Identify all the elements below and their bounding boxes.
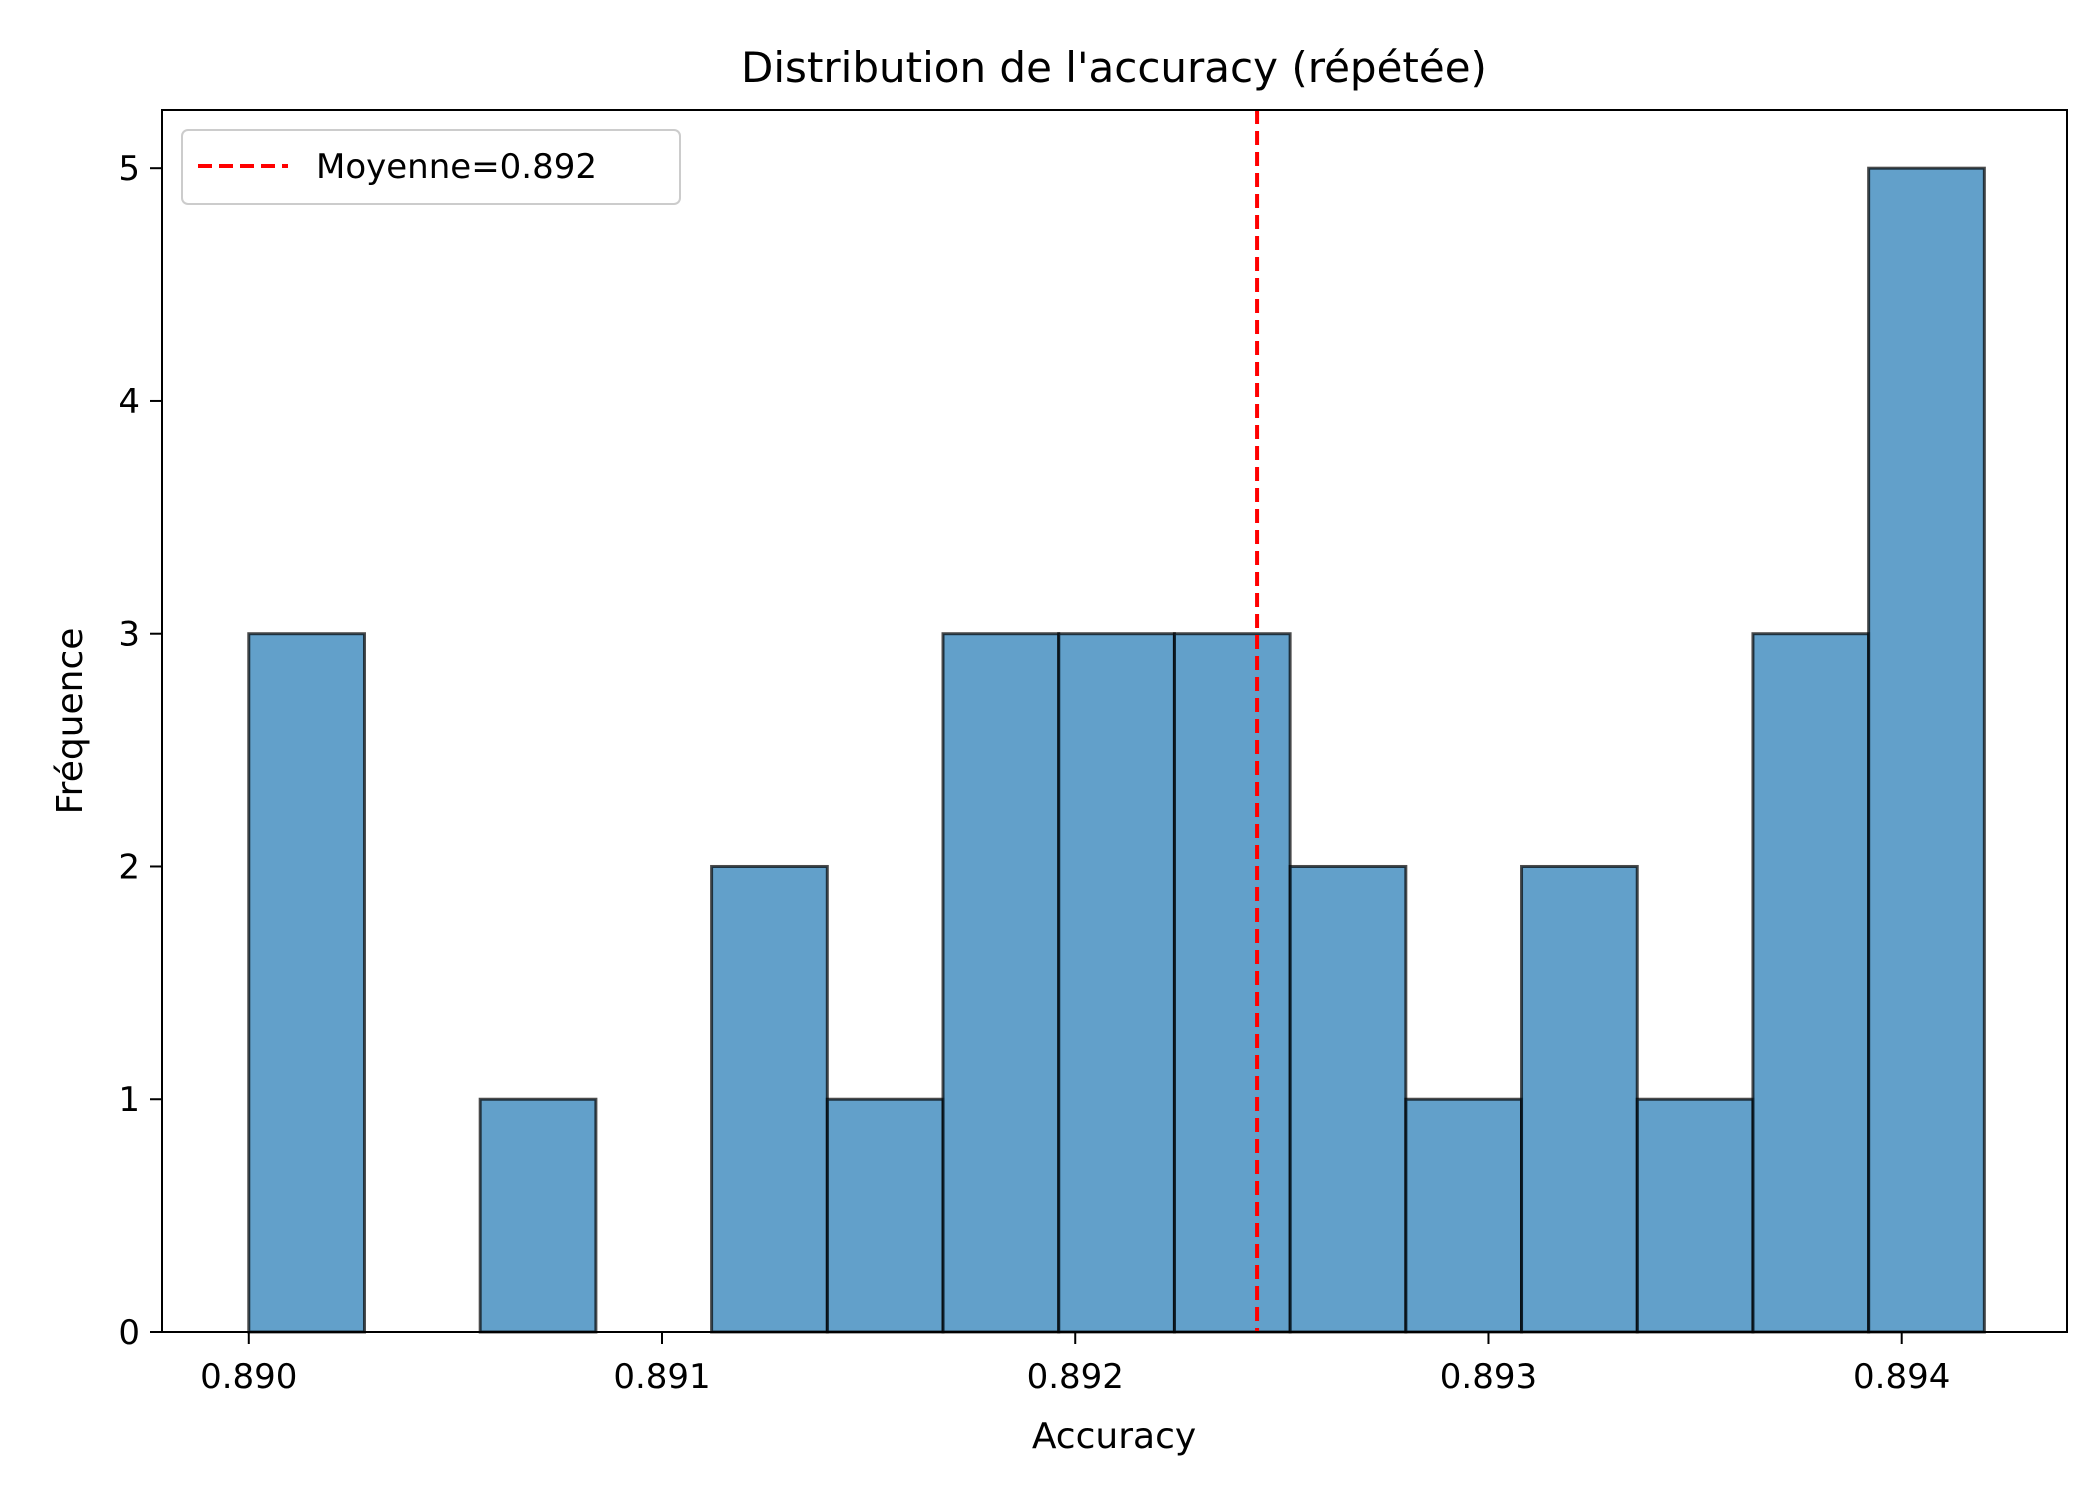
histogram-bar [1867,166,1986,1334]
legend: Moyenne=0.892 [181,129,681,205]
x-tick-label: 0.891 [613,1357,710,1397]
y-tick-label: 3 [118,615,140,655]
plot-frame [161,109,2068,1333]
histogram-bar [710,864,829,1334]
y-tick-label: 5 [118,149,140,189]
x-tick-label: 0.890 [200,1357,297,1397]
histogram-bar [247,632,366,1334]
histogram-bars [247,166,1986,1334]
x-tick-label: 0.892 [1027,1357,1124,1397]
histogram-bar [1172,632,1292,1334]
histogram-bar [1751,632,1871,1334]
histogram-bar [1520,864,1639,1334]
histogram-bar [478,1097,598,1334]
y-tick-label: 1 [118,1080,140,1120]
histogram-bar [1635,1097,1755,1334]
histogram-bar [1288,864,1408,1334]
histogram-bar [941,632,1061,1334]
x-tick-label: 0.893 [1440,1357,1537,1397]
histogram-bar [825,1097,945,1334]
x-axis-label: Accuracy [1032,1416,1196,1457]
legend-mean-label: Moyenne=0.892 [316,147,597,187]
y-axis-label: Fréquence [50,628,91,815]
y-tick-label: 0 [118,1313,140,1353]
histogram-bar [1404,1097,1524,1334]
y-tick-label: 2 [118,847,140,887]
legend-box [181,129,681,205]
chart-title: Distribution de l'accuracy (répétée) [741,43,1487,92]
x-tick-label: 0.894 [1853,1357,1950,1397]
y-tick-label: 4 [118,382,140,422]
y-axis-ticks: 0 1 2 3 4 5 [118,149,162,1353]
x-axis-ticks: 0.890 0.891 0.892 0.893 0.894 [200,1332,1950,1397]
histogram-bar [1057,632,1176,1334]
